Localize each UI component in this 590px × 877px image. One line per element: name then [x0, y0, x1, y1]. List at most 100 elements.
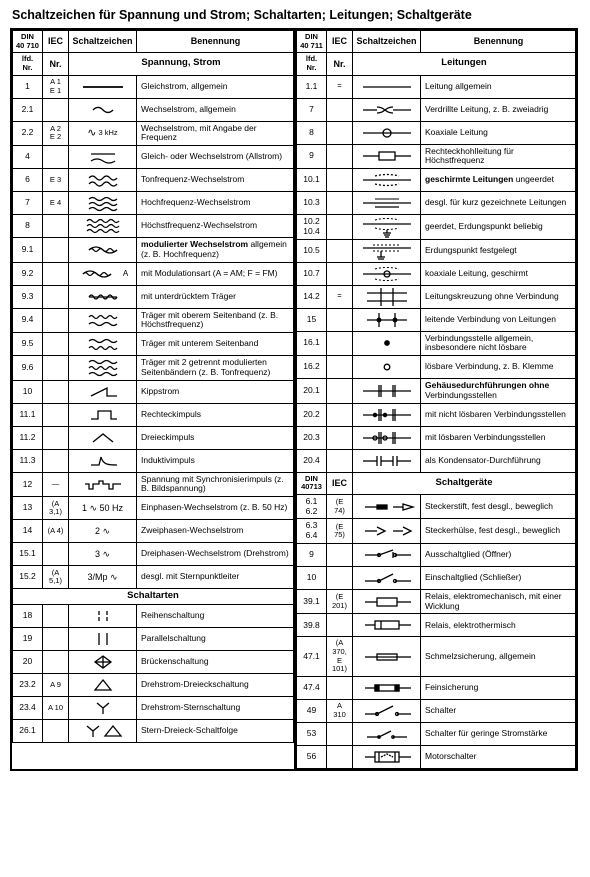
- row-num: 7: [297, 98, 327, 121]
- table-row: 10 Kippstrom: [13, 380, 294, 403]
- col-iec: IEC: [43, 31, 69, 53]
- row-num: 6.16.2: [297, 494, 327, 519]
- table-row: 10.210.4 geerdet, Erdungspunkt beliebig: [297, 215, 576, 240]
- row-num: 9.5: [13, 333, 43, 356]
- table-row: 49 A 310 Schalter: [297, 699, 576, 722]
- row-num: 10: [297, 566, 327, 589]
- symbol-geraete-3: [356, 569, 417, 587]
- col-iec: IEC: [327, 472, 353, 494]
- table-row: 11.2 Dreieckimpuls: [13, 426, 294, 449]
- row-num: 19: [13, 628, 43, 651]
- table-row: 2.1 Wechselstrom, allgemein: [13, 98, 294, 121]
- row-label: Reihenschaltung: [137, 605, 294, 628]
- row-symbol: [69, 285, 137, 308]
- table-row: 9.6 Träger mit 2 getrennt modulierten Se…: [13, 356, 294, 381]
- symbol-leitungen-15: [356, 429, 417, 447]
- symbol-leitungen-4: [356, 171, 417, 189]
- row-symbol: [353, 699, 421, 722]
- symbol-leitungen-13: [356, 382, 417, 400]
- symbol-spannung-4: [72, 171, 133, 189]
- section-header: Leitungen: [353, 53, 576, 75]
- row-iec: [327, 566, 353, 589]
- table-row: 8 Koaxiale Leitung: [297, 121, 576, 144]
- row-symbol: [353, 614, 421, 637]
- row-symbol: [353, 331, 421, 356]
- symbol-leitungen-0: [356, 78, 417, 96]
- row-label: Leitung allgemein: [421, 75, 576, 98]
- table-row: 19 Parallelschaltung: [13, 628, 294, 651]
- row-label: Motorschalter: [421, 745, 576, 768]
- row-num: 16.2: [297, 356, 327, 379]
- row-iec: [327, 144, 353, 169]
- symbol-spannung-20: 3 ∿: [72, 545, 133, 563]
- row-label: Rechteckimpuls: [137, 403, 294, 426]
- table-row: 16.1 Verbindungsstelle allgemein, insbes…: [297, 331, 576, 356]
- col-name: Benennung: [421, 31, 576, 53]
- row-iec: [43, 426, 69, 449]
- row-label: mit Modulationsart (A = AM; F = FM): [137, 262, 294, 285]
- row-num: 39.8: [297, 614, 327, 637]
- symbol-schaltarten-4: [72, 699, 133, 717]
- row-label: desgl. mit Sternpunktleiter: [137, 566, 294, 589]
- row-symbol: [353, 121, 421, 144]
- row-label: Dreieckimpuls: [137, 426, 294, 449]
- row-num: 39.1: [297, 589, 327, 614]
- row-symbol: [353, 144, 421, 169]
- col-nr: Nr.: [327, 53, 353, 75]
- symbol-geraete-4: [356, 593, 417, 611]
- row-symbol: [353, 169, 421, 192]
- table-row: 26.1 Stern-Dreieck-Schaltfolge: [13, 720, 294, 743]
- table-row: 11.3 Induktivimpuls: [13, 449, 294, 472]
- table-row: 12 — Spannung mit Synchronisierimpuls (z…: [13, 472, 294, 497]
- row-iec: [327, 403, 353, 426]
- row-iec: [43, 308, 69, 333]
- row-num: 56: [297, 745, 327, 768]
- table-row: 8 Höchstfrequenz-Wechselstrom: [13, 215, 294, 238]
- row-label: Steckerstift, fest desgl., beweglich: [421, 494, 576, 519]
- row-label: Koaxiale Leitung: [421, 121, 576, 144]
- table-row: 4 Gleich- oder Wechselstrom (Allstrom): [13, 146, 294, 169]
- row-symbol: [69, 628, 137, 651]
- row-iec: [327, 262, 353, 285]
- row-iec: (A 4): [43, 520, 69, 543]
- row-num: 11.3: [13, 449, 43, 472]
- symbol-spannung-2: ∿3 kHz: [72, 124, 133, 142]
- table-row: 23.4 A 10 Drehstrom-Sternschaltung: [13, 697, 294, 720]
- symbol-spannung-19: 2 ∿: [72, 522, 133, 540]
- symbol-geraete-0: [356, 498, 417, 516]
- symbol-spannung-1: [72, 101, 133, 119]
- row-num: 6: [13, 169, 43, 192]
- row-iec: [43, 262, 69, 285]
- page-title: Schaltzeichen für Spannung und Strom; Sc…: [12, 8, 580, 22]
- row-num: 8: [13, 215, 43, 238]
- row-label: Gehäusedurchführungen ohne Verbindungsst…: [421, 379, 576, 404]
- row-symbol: [69, 215, 137, 238]
- left-column: DIN 40 710 IEC Schaltzeichen Benennung l…: [12, 30, 294, 769]
- row-symbol: [353, 215, 421, 240]
- row-label: Hochfrequenz-Wechselstrom: [137, 192, 294, 215]
- row-label: mit unterdrücktem Träger: [137, 285, 294, 308]
- symbol-spannung-13: [72, 383, 133, 401]
- section-header: Spannung, Strom: [69, 53, 294, 75]
- row-num: 7: [13, 192, 43, 215]
- table-row: 2.2 A 2E 2 ∿3 kHz Wechselstrom, mit Anga…: [13, 121, 294, 146]
- row-symbol: [353, 75, 421, 98]
- table-row: 10.7 koaxiale Leitung, geschirmt: [297, 262, 576, 285]
- row-num: 18: [13, 605, 43, 628]
- row-iec: [327, 169, 353, 192]
- row-iec: (A 5,1): [43, 566, 69, 589]
- table-row: 9.2 A mit Modulationsart (A = AM; F = FM…: [13, 262, 294, 285]
- symbol-leitungen-3: [356, 147, 417, 165]
- row-iec: [43, 238, 69, 263]
- row-symbol: [69, 674, 137, 697]
- symbol-spannung-11: [72, 335, 133, 353]
- row-num: 15.2: [13, 566, 43, 589]
- row-symbol: [69, 605, 137, 628]
- row-num: 10.3: [297, 192, 327, 215]
- row-symbol: [353, 192, 421, 215]
- row-symbol: [69, 356, 137, 381]
- row-iec: [43, 403, 69, 426]
- row-label: Spannung mit Synchronisierimpuls (z. B. …: [137, 472, 294, 497]
- table-row: 20.2 mit nicht lösbaren Verbindungsstell…: [297, 403, 576, 426]
- table-row: 9 Ausschaltglied (Öffner): [297, 543, 576, 566]
